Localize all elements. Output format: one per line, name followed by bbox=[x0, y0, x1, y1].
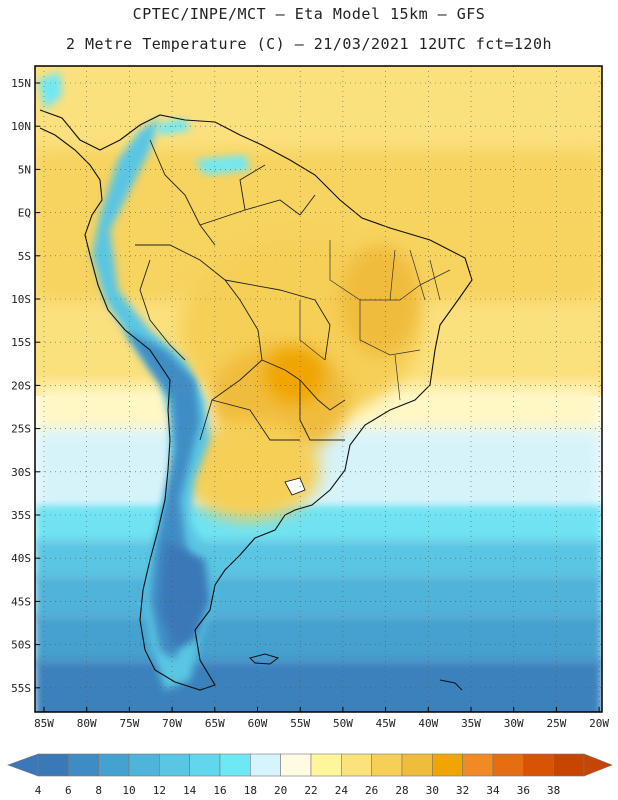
colorbar-left-arrow bbox=[7, 753, 39, 777]
lat-label: 45S bbox=[11, 595, 31, 608]
longitude-labels: 85W 80W 75W 70W 65W 60W 55W 50W 45W 40W 35W 30W 25W 2… bbox=[34, 707, 609, 730]
lon-label: 20W bbox=[589, 717, 609, 730]
colorbar-swatch bbox=[492, 753, 524, 777]
lon-label: 60W bbox=[248, 717, 268, 730]
colorbar-label: 34 bbox=[486, 784, 500, 797]
colorbar-label: 38 bbox=[547, 784, 560, 797]
lon-label: 85W bbox=[34, 717, 54, 730]
lat-label: 35S bbox=[11, 509, 31, 522]
lon-label: 30W bbox=[504, 717, 524, 730]
colorbar-label: 26 bbox=[365, 784, 378, 797]
lon-label: 80W bbox=[77, 717, 97, 730]
lat-label: 5N bbox=[18, 163, 31, 176]
colorbar-label: 12 bbox=[153, 784, 166, 797]
colorbar-swatch bbox=[159, 753, 190, 777]
colorbar-swatch bbox=[128, 753, 160, 777]
lon-label: 35W bbox=[461, 717, 481, 730]
colorbar-swatch bbox=[219, 753, 251, 777]
lon-label: 40W bbox=[418, 717, 438, 730]
colorbar-swatch bbox=[432, 753, 463, 777]
lat-label: 10N bbox=[11, 120, 31, 133]
colorbar-swatch bbox=[68, 753, 99, 777]
colorbar-swatch bbox=[37, 753, 69, 777]
lat-label: 10S bbox=[11, 293, 31, 306]
lon-label: 45W bbox=[376, 717, 396, 730]
colorbar-label: 16 bbox=[213, 784, 226, 797]
lon-label: 50W bbox=[333, 717, 353, 730]
lon-label: 25W bbox=[546, 717, 566, 730]
colorbar-swatch bbox=[280, 753, 312, 777]
lat-label: 5S bbox=[18, 250, 31, 263]
colorbar-swatch bbox=[98, 753, 130, 777]
lat-label: EQ bbox=[18, 207, 31, 220]
colorbar-label: 22 bbox=[304, 784, 317, 797]
colorbar-right-arrow bbox=[583, 753, 613, 777]
lat-label: 50S bbox=[11, 639, 31, 652]
colorbar-swatch bbox=[341, 753, 372, 777]
colorbar-swatch bbox=[523, 753, 554, 777]
lat-label: 40S bbox=[11, 552, 31, 565]
lon-label: 75W bbox=[119, 717, 139, 730]
colorbar: 4 6 8 10 12 14 16 18 20 22 24 26 28 30 32 34 36 38 bbox=[7, 753, 613, 797]
colorbar-label: 32 bbox=[456, 784, 469, 797]
lat-label: 55S bbox=[11, 682, 31, 695]
lat-label: 30S bbox=[11, 466, 31, 479]
map-frame bbox=[34, 65, 603, 713]
colorbar-swatch bbox=[371, 753, 403, 777]
colorbar-swatch bbox=[189, 753, 221, 777]
colorbar-label: 10 bbox=[122, 784, 135, 797]
colorbar-swatch bbox=[310, 753, 342, 777]
south-america-coastline bbox=[39, 109, 473, 691]
lon-label: 65W bbox=[205, 717, 225, 730]
country-borders bbox=[135, 139, 346, 441]
colorbar-swatch bbox=[462, 753, 494, 777]
lat-label: 20S bbox=[11, 379, 31, 392]
colorbar-label: 4 bbox=[35, 784, 42, 797]
lat-label: 15N bbox=[11, 77, 31, 90]
colorbar-label: 14 bbox=[183, 784, 197, 797]
latitude-labels: 15N 10N 5N EQ 5S 10S 15S 20S 25S 30S 35S 40S 45S 50S 5… bbox=[11, 77, 40, 695]
temperature-field bbox=[35, 66, 602, 712]
colorbar-label: 8 bbox=[95, 784, 102, 797]
colorbar-swatch bbox=[401, 753, 433, 777]
colorbar-label: 20 bbox=[274, 784, 287, 797]
state-borders bbox=[299, 240, 451, 401]
colorbar-label: 24 bbox=[335, 784, 349, 797]
lon-label: 55W bbox=[290, 717, 310, 730]
colorbar-label: 28 bbox=[395, 784, 408, 797]
colorbar-label: 36 bbox=[517, 784, 530, 797]
colorbar-label: 30 bbox=[426, 784, 439, 797]
lat-label: 15S bbox=[11, 336, 31, 349]
colorbar-label: 6 bbox=[65, 784, 72, 797]
colorbar-swatch bbox=[250, 753, 281, 777]
colorbar-label: 18 bbox=[244, 784, 257, 797]
lat-label: 25S bbox=[11, 423, 31, 436]
lon-label: 70W bbox=[162, 717, 182, 730]
colorbar-swatch bbox=[553, 753, 585, 777]
map-title-line2: 2 Metre Temperature (C) – 21/03/2021 12U… bbox=[65, 35, 553, 53]
map-title-line1: CPTEC/INPE/MCT – Eta Model 15km – GFS bbox=[132, 5, 486, 23]
